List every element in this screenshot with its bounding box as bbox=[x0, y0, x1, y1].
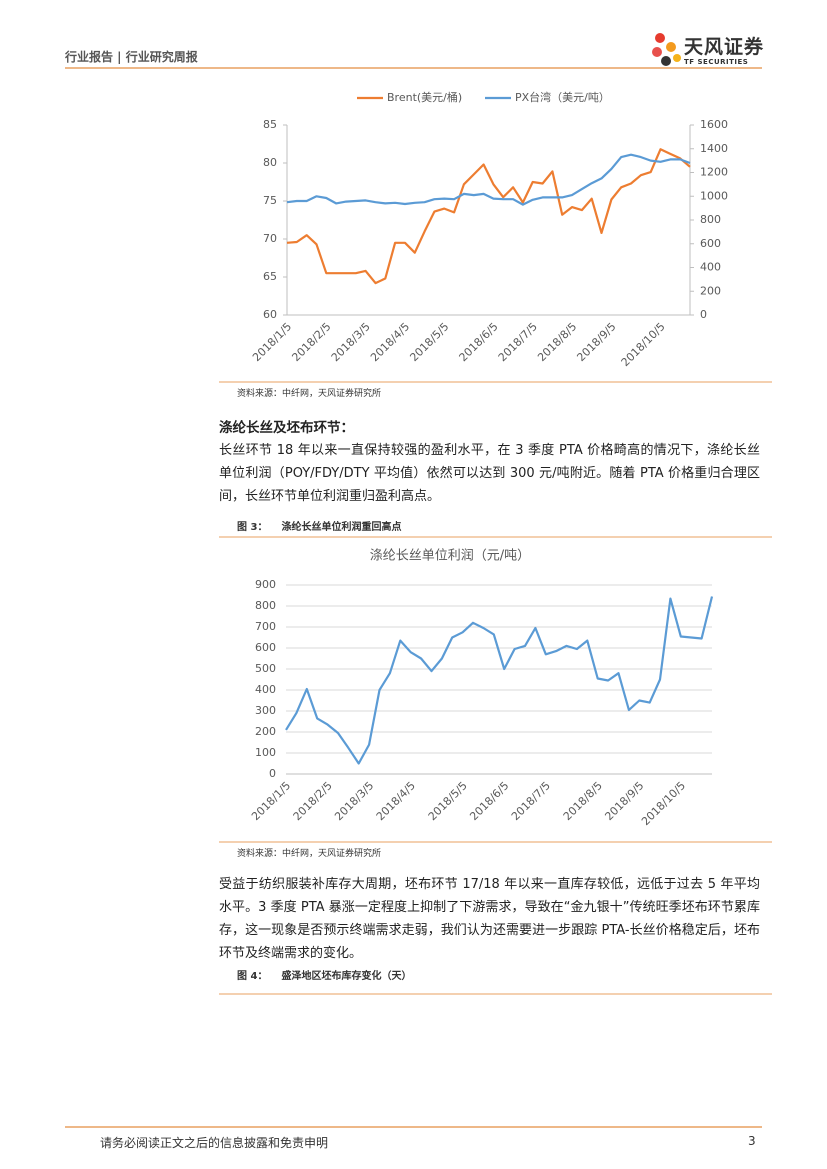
x-tick-label: 2018/6/5 bbox=[457, 320, 501, 364]
page-number: 3 bbox=[748, 1134, 756, 1148]
y2-tick-label: 0 bbox=[700, 308, 707, 321]
figure-title: 涤纶长丝单位利润重回高点 bbox=[281, 522, 402, 533]
y-tick-label: 80 bbox=[263, 156, 277, 169]
y-tick-label: 800 bbox=[255, 599, 276, 612]
x-tick-label: 2018/8/5 bbox=[535, 320, 579, 364]
y-tick-label: 60 bbox=[263, 308, 277, 321]
x-tick-label: 2018/10/5 bbox=[639, 779, 688, 828]
x-tick-label: 2018/9/5 bbox=[574, 320, 618, 364]
y2-tick-label: 400 bbox=[700, 261, 721, 274]
y-tick-label: 400 bbox=[255, 683, 276, 696]
section-heading: 涤纶长丝及坯布环节： bbox=[219, 420, 354, 436]
x-tick-label: 2018/4/5 bbox=[368, 320, 412, 364]
y-tick-label: 0 bbox=[269, 767, 276, 780]
y-tick-label: 700 bbox=[255, 620, 276, 633]
x-tick-label: 2018/3/5 bbox=[332, 779, 376, 823]
x-tick-label: 2018/6/5 bbox=[467, 779, 511, 823]
x-tick-label: 2018/9/5 bbox=[602, 779, 646, 823]
logo-subtitle: TF SECURITIES bbox=[684, 58, 749, 66]
y2-tick-label: 1400 bbox=[700, 142, 728, 155]
y-tick-label: 85 bbox=[263, 118, 277, 131]
figure-caption: 图 4： 盛泽地区坯布库存变化（天） bbox=[237, 967, 425, 982]
legend-label: PX台湾（美元/吨） bbox=[515, 90, 610, 104]
y2-tick-label: 800 bbox=[700, 213, 721, 226]
y-tick-label: 200 bbox=[255, 725, 276, 738]
x-tick-label: 2018/3/5 bbox=[329, 320, 373, 364]
source-note: 资料来源：中纤网，天风证券研究所 bbox=[237, 849, 382, 859]
y2-tick-label: 1000 bbox=[700, 189, 728, 202]
figure-title: 盛泽地区坯布库存变化（天） bbox=[281, 971, 412, 982]
y-tick-label: 65 bbox=[263, 270, 277, 283]
chart-title: 涤纶长丝单位利润（元/吨） bbox=[370, 549, 530, 564]
paragraph: 长丝环节 18 年以来一直保持较强的盈利水平，在 3 季度 PTA 价格畸高的情… bbox=[219, 443, 760, 504]
y-tick-label: 300 bbox=[255, 704, 276, 717]
source-note: 资料来源：中纤网，天风证券研究所 bbox=[237, 389, 382, 399]
logo-name: 天风证券 bbox=[684, 36, 765, 58]
y-tick-label: 100 bbox=[255, 746, 276, 759]
x-tick-label: 2018/4/5 bbox=[374, 779, 418, 823]
header-title: 行业报告 | 行业研究周报 bbox=[65, 50, 198, 64]
x-tick-label: 2018/1/5 bbox=[249, 779, 293, 823]
y2-tick-label: 200 bbox=[700, 284, 721, 297]
x-tick-label: 2018/5/5 bbox=[426, 779, 470, 823]
x-tick-label: 2018/8/5 bbox=[561, 779, 605, 823]
data-line bbox=[286, 153, 691, 206]
x-tick-label: 2018/10/5 bbox=[619, 320, 668, 369]
y-tick-label: 900 bbox=[255, 578, 276, 591]
y2-tick-label: 1600 bbox=[700, 118, 728, 131]
y-tick-label: 75 bbox=[263, 194, 277, 207]
y2-tick-label: 1200 bbox=[700, 166, 728, 179]
x-tick-label: 2018/7/5 bbox=[509, 779, 553, 823]
y2-tick-label: 600 bbox=[700, 237, 721, 250]
x-tick-label: 2018/5/5 bbox=[407, 320, 451, 364]
data-line bbox=[285, 596, 714, 765]
footer-disclaimer: 请务必阅读正文之后的信息披露和免责申明 bbox=[100, 1136, 329, 1150]
legend-label: Brent(美元/桶) bbox=[387, 90, 462, 104]
data-line bbox=[286, 148, 691, 285]
x-tick-label: 2018/7/5 bbox=[496, 320, 540, 364]
figure-caption: 图 3： 涤纶长丝单位利润重回高点 bbox=[237, 518, 415, 533]
figure-label: 图 3： bbox=[237, 522, 268, 533]
figure-label: 图 4： bbox=[237, 971, 268, 982]
y-tick-label: 500 bbox=[255, 662, 276, 675]
y-tick-label: 600 bbox=[255, 641, 276, 654]
x-tick-label: 2018/1/5 bbox=[250, 320, 294, 364]
y-tick-label: 70 bbox=[263, 232, 277, 245]
paragraph: 受益于纺织服装补库存大周期，坯布环节 17/18 年以来一直库存较低，远低于过去… bbox=[219, 877, 760, 961]
x-tick-label: 2018/2/5 bbox=[289, 320, 333, 364]
logo-mark bbox=[652, 33, 681, 66]
x-tick-label: 2018/2/5 bbox=[291, 779, 335, 823]
